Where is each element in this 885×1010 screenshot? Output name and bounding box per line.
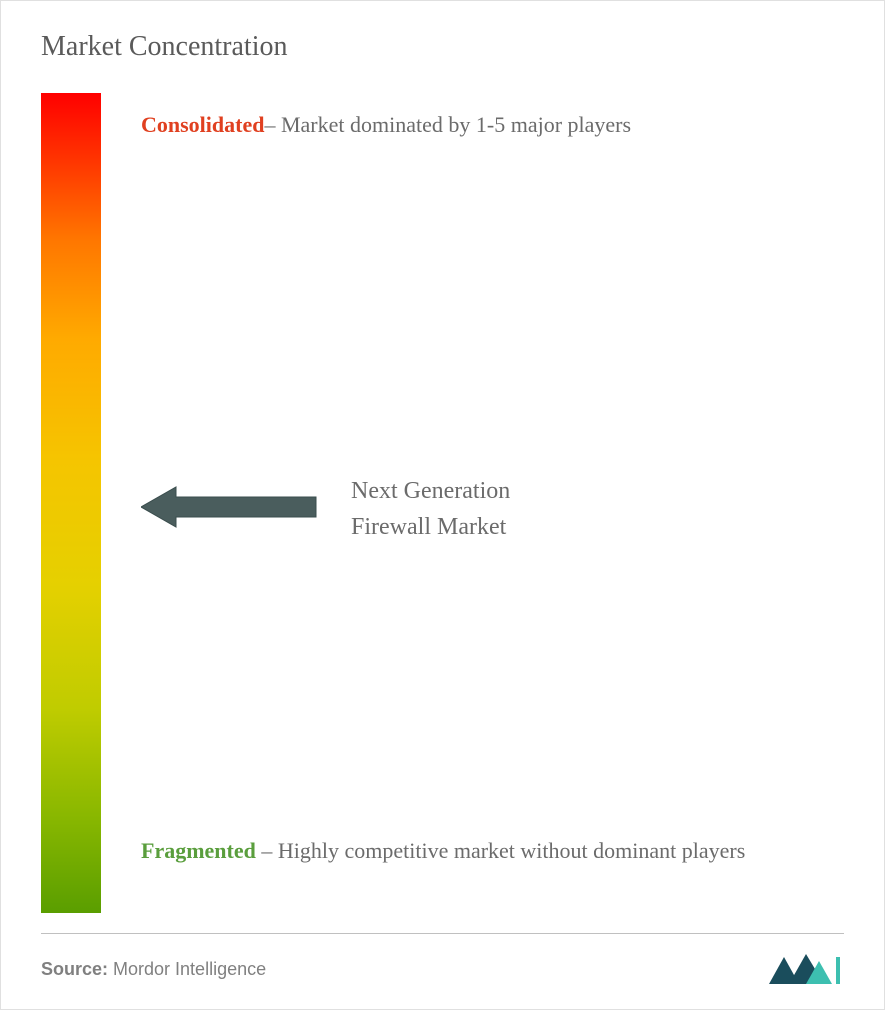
infographic-container: Market Concentration: [0, 0, 885, 1010]
market-name-line2: Firewall Market: [351, 509, 510, 545]
text-area: Consolidated– Market dominated by 1-5 ma…: [141, 93, 844, 913]
consolidated-desc-text: – Market dominated by 1-5 major players: [264, 112, 631, 137]
fragmented-desc-text: – Highly competitive market without domi…: [256, 838, 745, 863]
market-name-line1: Next Generation: [351, 473, 510, 509]
market-name: Next Generation Firewall Market: [351, 473, 510, 545]
arrow-container: [141, 482, 321, 537]
source-attribution: Source: Mordor Intelligence: [41, 959, 266, 980]
gradient-svg: [41, 93, 101, 913]
consolidated-description: Consolidated– Market dominated by 1-5 ma…: [141, 103, 804, 147]
footer: Source: Mordor Intelligence: [41, 933, 844, 989]
mordor-logo: [764, 949, 844, 989]
fragmented-label: Fragmented: [141, 838, 256, 863]
fragmented-description: Fragmented – Highly competitive market w…: [141, 829, 804, 873]
market-pointer-section: Next Generation Firewall Market: [141, 473, 510, 545]
consolidated-label: Consolidated: [141, 112, 264, 137]
content-area: Consolidated– Market dominated by 1-5 ma…: [41, 93, 844, 913]
source-value: Mordor Intelligence: [108, 959, 266, 979]
logo-icon: [764, 949, 844, 989]
concentration-gradient-bar: [41, 93, 101, 913]
arrow-icon: [141, 482, 321, 532]
chart-title: Market Concentration: [41, 31, 844, 63]
source-label: Source:: [41, 959, 108, 979]
